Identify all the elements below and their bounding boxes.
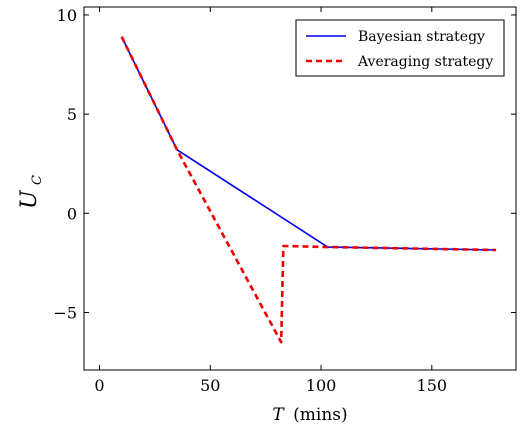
legend-label-averaging: Averaging strategy: [357, 54, 493, 70]
x-axis-unit: (mins): [293, 405, 348, 425]
axis-ticks: 0 50 100 150 −5 0 5 10: [53, 6, 516, 395]
x-tick-label: 100: [306, 376, 337, 395]
legend: Bayesian strategy Averaging strategy: [295, 19, 505, 77]
y-tick-label: 10: [57, 6, 77, 25]
series-lines: [120, 36, 497, 344]
series-line-averaging: [120, 36, 497, 344]
y-axis-subscript: C: [30, 175, 45, 185]
x-axis-variable: T: [272, 405, 285, 425]
y-axis-label: U C: [17, 175, 45, 209]
x-tick-label: 0: [94, 376, 104, 395]
y-tick-label: −5: [53, 303, 77, 322]
x-axis-label: T (mins): [272, 405, 347, 425]
y-axis-symbol: U: [17, 189, 42, 209]
y-tick-label: 0: [67, 204, 77, 223]
legend-box: [295, 19, 505, 77]
x-tick-label: 150: [417, 376, 448, 395]
y-tick-label: 5: [67, 105, 77, 124]
plot-area-frame: [83, 6, 517, 371]
legend-label-bayesian: Bayesian strategy: [358, 29, 485, 45]
x-tick-label: 50: [200, 376, 220, 395]
